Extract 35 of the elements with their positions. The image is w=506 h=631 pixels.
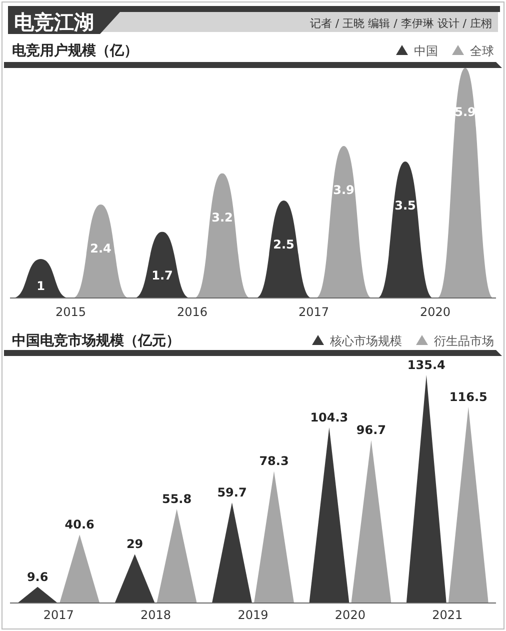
x-tick-label: 2020 bbox=[334, 608, 366, 622]
chart-title: 电竞江湖 bbox=[14, 10, 94, 34]
x-tick-label: 2018 bbox=[140, 608, 172, 622]
data-label: 116.5 bbox=[449, 390, 488, 404]
legend-label: 中国 bbox=[414, 44, 438, 58]
data-label: 3.9 bbox=[333, 182, 354, 197]
data-label: 78.3 bbox=[259, 454, 289, 468]
data-label: 40.6 bbox=[64, 518, 94, 532]
data-label: 2.4 bbox=[90, 241, 112, 256]
chart-subtitle: 电竞用户规模（亿） bbox=[12, 42, 138, 59]
x-tick-label: 2015 bbox=[55, 305, 86, 319]
data-label: 3.5 bbox=[394, 198, 416, 213]
x-tick-label: 2021 bbox=[432, 608, 463, 622]
data-label: 5.9 bbox=[454, 105, 476, 119]
x-tick-label: 2017 bbox=[298, 305, 330, 319]
data-label: 55.8 bbox=[162, 492, 192, 506]
data-label: 96.7 bbox=[356, 423, 386, 438]
data-label: 1 bbox=[36, 279, 45, 293]
x-tick-label: 2019 bbox=[238, 608, 268, 622]
legend-label: 全球 bbox=[470, 44, 494, 58]
data-label: 9.6 bbox=[26, 570, 48, 584]
chart-subtitle: 中国电竞市场规模（亿元） bbox=[12, 332, 180, 349]
data-label: 135.4 bbox=[407, 358, 446, 372]
data-label: 3.2 bbox=[212, 210, 233, 224]
x-tick-label: 2016 bbox=[176, 305, 208, 319]
data-label: 2.5 bbox=[273, 238, 294, 252]
x-tick-label: 2020 bbox=[420, 305, 451, 319]
data-label: 29 bbox=[126, 537, 144, 552]
legend-label: 衍生品市场 bbox=[434, 334, 494, 348]
data-label: 104.3 bbox=[310, 410, 348, 424]
text: 记者 / 王晓 编辑 / 李伊琳 设计 / 庄栩 bbox=[310, 17, 492, 30]
x-tick-label: 2017 bbox=[43, 608, 74, 622]
data-label: 59.7 bbox=[217, 485, 247, 500]
legend-label: 核心市场规模 bbox=[329, 334, 402, 348]
data-label: 1.7 bbox=[152, 268, 173, 283]
